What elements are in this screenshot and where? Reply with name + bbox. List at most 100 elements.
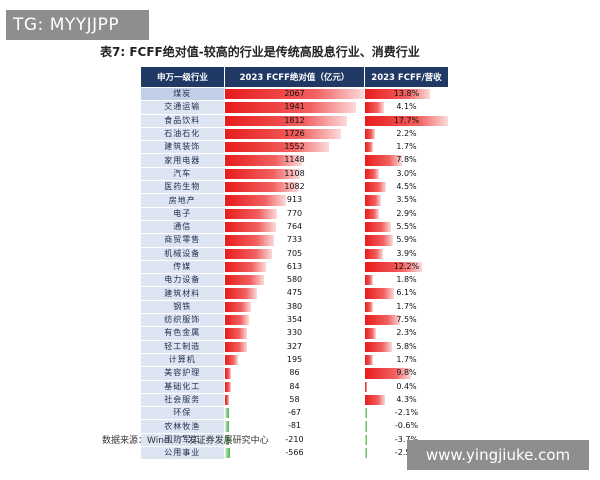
ratio-cell-bar — [365, 142, 373, 153]
ratio-cell-value: 9.8% — [396, 368, 417, 378]
industry-cell: 石油石化 — [140, 127, 225, 142]
ratio-cell-value: 12.2% — [393, 261, 420, 271]
ratio-cell-bar — [365, 408, 368, 419]
ratio-cell-value: 6.1% — [396, 288, 417, 298]
fcff-cell-bar — [225, 354, 239, 366]
ratio-cell-value: 3.9% — [396, 248, 417, 258]
header-ratio: 2023 FCFF/营收 — [364, 66, 449, 88]
ratio-cell: 9.8% — [364, 366, 449, 381]
fcff-cell-bar — [225, 128, 342, 140]
fcff-cell: -67 — [224, 406, 365, 421]
table-row: 煤炭 2067 13.8% — [140, 87, 449, 102]
ratio-cell-bar — [365, 381, 367, 392]
industry-cell: 房地产 — [140, 193, 225, 208]
fcff-cell-bar — [225, 115, 347, 126]
ratio-cell-value: 1.8% — [396, 275, 417, 285]
header-fcff: 2023 FCFF绝对值（亿元） — [224, 66, 365, 88]
watermark: www.yingjiuke.com — [407, 440, 589, 470]
ratio-cell-value: 7.8% — [396, 155, 417, 165]
industry-cell: 机械设备 — [140, 247, 225, 261]
fcff-cell: 475 — [224, 286, 365, 301]
ratio-cell: 1.7% — [364, 140, 449, 155]
ratio-cell-bar — [365, 155, 402, 166]
fcff-cell-value: 733 — [286, 235, 303, 245]
fcff-cell-bar — [225, 288, 257, 299]
table-row: 机械设备 705 3.9% — [140, 247, 449, 261]
fcff-cell-value: 1082 — [284, 182, 305, 192]
ratio-cell: 17.7% — [364, 114, 449, 128]
fcff-cell-value: -210 — [285, 434, 304, 444]
table-title: 表7: FCFF绝对值-较高的行业是传统高股息行业、消费行业 — [100, 45, 420, 59]
ratio-cell-bar — [365, 89, 430, 100]
table-row: 食品饮料 1812 17.7% — [140, 114, 449, 128]
ratio-cell-value: -2.5% — [365, 447, 448, 459]
ratio-cell-bar — [365, 195, 382, 206]
fcff-cell-value: -566 — [285, 448, 304, 458]
fcff-cell-value: 475 — [286, 288, 303, 298]
table-row: 电子 770 2.9% — [140, 207, 449, 221]
ratio-cell-bar — [365, 275, 374, 286]
table-row: 通信 764 5.5% — [140, 220, 449, 235]
fcff-cell-bar — [225, 394, 229, 406]
fcff-cell-bar — [225, 248, 273, 259]
fcff-cell-bar — [225, 421, 230, 432]
fcff-cell: 913 — [224, 193, 365, 208]
table-row: 农林牧渔 -81 -0.6% — [140, 419, 449, 434]
table-row: 钢铁 380 1.7% — [140, 300, 449, 315]
ratio-cell: 4.5% — [364, 180, 449, 195]
table-row: 轻工制造 327 5.8% — [140, 340, 449, 354]
industry-cell: 基础化工 — [140, 380, 225, 394]
industry-cell: 通信 — [140, 220, 225, 235]
ratio-cell-value: 5.5% — [396, 221, 417, 231]
fcff-cell: 2067 — [224, 87, 365, 102]
ratio-cell: 5.8% — [364, 340, 449, 354]
table-row: 公用事业 -566 -2.5% — [140, 446, 449, 461]
ratio-cell: 13.8% — [364, 87, 449, 102]
fcff-cell-value: 327 — [286, 341, 303, 351]
fcff-cell-bar — [225, 195, 287, 206]
fcff-cell: 380 — [224, 300, 365, 315]
fcff-table: 申万一级行业 2023 FCFF绝对值（亿元） 2023 FCFF/营收 煤炭 2… — [140, 66, 449, 461]
fcff-cell-value: 613 — [286, 261, 303, 271]
ratio-cell-bar — [365, 448, 368, 459]
ratio-cell-bar — [365, 128, 376, 140]
ratio-cell-value: 2.2% — [396, 128, 417, 138]
fcff-cell: 1082 — [224, 180, 365, 195]
industry-cell: 环保 — [140, 406, 225, 421]
ratio-cell-value: 3.5% — [396, 195, 417, 205]
industry-cell: 传媒 — [140, 260, 225, 275]
fcff-cell-value: 1726 — [284, 128, 305, 138]
industry-cell: 医药生物 — [140, 180, 225, 195]
fcff-cell: 58 — [224, 393, 365, 408]
fcff-cell-value: -67 — [287, 408, 302, 418]
industry-cell: 建筑材料 — [140, 286, 225, 301]
industry-cell: 社会服务 — [140, 393, 225, 408]
table-row: 环保 -67 -2.1% — [140, 406, 449, 421]
fcff-cell: 84 — [224, 380, 365, 394]
fcff-cell: 1726 — [224, 127, 365, 142]
fcff-cell-value: 380 — [286, 301, 303, 311]
ratio-cell-bar — [365, 421, 368, 432]
industry-cell: 食品饮料 — [140, 114, 225, 128]
fcff-cell-value: 195 — [286, 354, 303, 364]
ratio-cell-bar — [365, 102, 385, 113]
ratio-cell-value: 13.8% — [393, 89, 420, 98]
ratio-cell-bar — [365, 168, 380, 180]
table-body: 煤炭 2067 13.8% 交通运输 1941 4.1% 食品饮料 1812 17.7% 石油石化… — [140, 87, 449, 461]
ratio-cell: 2.3% — [364, 326, 449, 341]
fcff-cell-bar — [225, 315, 249, 326]
fcff-cell-bar — [225, 434, 230, 446]
ratio-cell-bar — [365, 301, 373, 313]
industry-cell: 有色金属 — [140, 326, 225, 341]
fcff-cell-bar — [225, 102, 356, 113]
table-row: 有色金属 330 2.3% — [140, 326, 449, 341]
table-row: 社会服务 58 4.3% — [140, 393, 449, 408]
fcff-cell-value: 330 — [286, 328, 303, 338]
header-industry: 申万一级行业 — [140, 66, 225, 88]
fcff-cell: 613 — [224, 260, 365, 275]
table-header-row: 申万一级行业 2023 FCFF绝对值（亿元） 2023 FCFF/营收 — [140, 66, 449, 88]
table-row: 电力设备 580 1.8% — [140, 273, 449, 288]
ratio-cell-value: 4.5% — [396, 182, 417, 192]
ratio-cell: 5.9% — [364, 233, 449, 248]
ratio-cell-bar — [365, 368, 411, 379]
